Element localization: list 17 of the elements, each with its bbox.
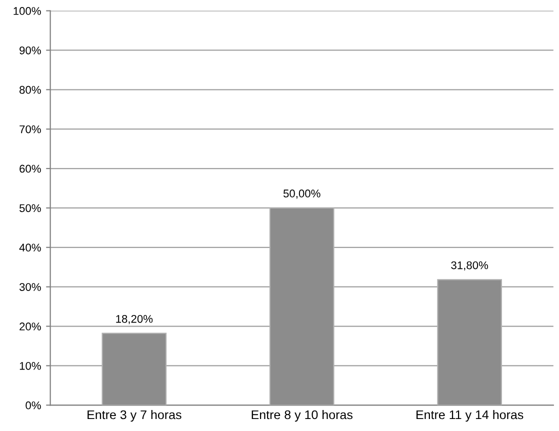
x-tick-label: Entre 8 y 10 horas <box>252 410 352 422</box>
y-tick-label: 40% <box>19 244 41 252</box>
data-label: 18,20% <box>116 314 153 324</box>
y-tick-label: 50% <box>19 204 41 212</box>
y-tick-label: 80% <box>20 86 41 94</box>
y-tick-label: 30% <box>19 283 41 291</box>
y-tick-label: 70% <box>20 125 41 134</box>
y-tick-label: 90% <box>20 46 41 54</box>
data-label: 50,00% <box>283 190 320 199</box>
x-tick-label: Entre 3 y 7 horas <box>88 410 182 422</box>
y-tick-label: 100% <box>14 7 41 15</box>
y-tick-label: 0% <box>26 401 41 410</box>
y-tick-label: 10% <box>20 362 41 370</box>
y-tick-label: 60% <box>20 164 41 173</box>
y-tick-label: 20% <box>20 322 41 330</box>
data-label: 31,80% <box>451 261 488 271</box>
x-tick-label: Entre 11 y 14 horas <box>416 410 524 422</box>
